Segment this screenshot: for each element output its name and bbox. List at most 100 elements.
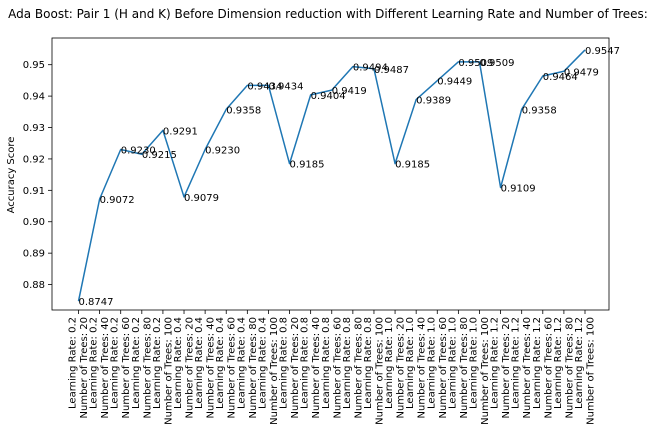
y-tick-label: 0.89	[23, 249, 45, 260]
x-tick-label-line: Number of Trees: 100	[163, 317, 174, 425]
x-tick-label-line: Learning Rate: 0.8	[321, 317, 332, 409]
y-tick-label: 0.95	[23, 60, 45, 71]
x-tick-label-line: Number of Trees: 80	[459, 317, 470, 418]
x-tick-label-line: Number of Trees: 60	[121, 317, 132, 418]
x-tick-label: Learning Rate: 0.2Number of Trees: 40	[89, 317, 112, 418]
x-tick-label: Learning Rate: 0.4Number of Trees: 20	[173, 317, 196, 418]
x-tick-label: Learning Rate: 0.4Number of Trees: 80	[236, 317, 258, 418]
x-tick-label: Learning Rate: 0.8Number of Trees: 20	[279, 317, 302, 418]
data-label: 0.9404	[311, 91, 346, 102]
x-tick-label-line: Number of Trees: 40	[522, 317, 533, 418]
data-label: 0.9547	[585, 46, 620, 57]
data-label: 0.9509	[479, 58, 514, 69]
x-tick-label-line: Learning Rate: 0.8	[279, 317, 290, 409]
x-tick-label-line: Learning Rate: 0.4	[173, 317, 184, 409]
data-label: 0.9230	[205, 146, 240, 157]
data-labels: 0.87470.90720.92300.92150.92910.90790.92…	[79, 46, 621, 308]
x-tick-label: Learning Rate: 0.8Number of Trees: 40	[300, 317, 323, 418]
y-tick-label: 0.92	[23, 154, 45, 165]
y-axis-tick-labels: 0.88 0.89 0.90 0.91 0.92 0.93 0.94 0.95	[23, 60, 45, 291]
x-tick-label-line: Number of Trees: 60	[438, 317, 449, 418]
x-tick-label-line: Learning Rate: 0.2	[110, 317, 121, 409]
x-tick-label: Learning Rate: 0.2Number of Trees: 20	[68, 317, 91, 418]
x-tick-label-line: Learning Rate: 1.0	[405, 317, 416, 409]
x-tick-label-line: Learning Rate: 1.0	[426, 317, 437, 409]
data-label: 0.9291	[163, 126, 198, 137]
x-tick-label-line: Number of Trees: 60	[543, 317, 554, 418]
x-tick-label-line: Number of Trees: 40	[100, 317, 111, 418]
x-tick-label: Learning Rate: 1.0Number of Trees: 20	[384, 317, 407, 418]
x-tick-label-line: Learning Rate: 1.0	[447, 317, 458, 409]
x-tick-label-line: Number of Trees: 80	[564, 317, 575, 418]
chart-title: Ada Boost: Pair 1 (H and K) Before Dimen…	[8, 7, 648, 21]
data-label: 0.9464	[543, 72, 578, 83]
data-label: 0.9419	[332, 86, 367, 97]
x-tick-label-line: Learning Rate: 1.2	[574, 317, 585, 409]
x-tick-label-line: Learning Rate: 0.2	[131, 317, 142, 409]
data-label: 0.9389	[416, 96, 451, 107]
x-tick-label-line: Learning Rate: 0.2	[89, 317, 100, 409]
x-tick-label-line: Learning Rate: 1.2	[511, 317, 522, 409]
x-tick-label: Learning Rate: 1.2Number of Trees: 80	[553, 317, 576, 418]
x-tick-label-line: Number of Trees: 100	[269, 317, 280, 425]
y-tick-label: 0.91	[23, 186, 45, 197]
data-label: 0.9494	[353, 63, 388, 74]
x-tick-label-line: Number of Trees: 80	[353, 317, 364, 418]
y-tick-label: 0.94	[23, 92, 45, 103]
data-label: 0.9185	[395, 160, 430, 171]
data-label: 0.9079	[184, 193, 219, 204]
x-tick-label: Learning Rate: 0.8Number of Trees: 80	[342, 317, 365, 418]
x-tick-label-line: Number of Trees: 40	[206, 317, 217, 418]
x-tick-label-line: Number of Trees: 60	[227, 317, 238, 418]
x-tick-label-line: Number of Trees: 20	[501, 317, 512, 418]
y-tick-label: 0.90	[23, 217, 45, 228]
x-tick-label-line: Learning Rate: 0.2	[68, 317, 79, 409]
x-tick-label: Learning Rate: 1.0Number of Trees: 40	[405, 317, 428, 418]
data-label: 0.9215	[142, 150, 177, 161]
data-label: 0.9358	[226, 105, 261, 116]
x-axis-tick-labels: Learning Rate: 0.2Number of Trees: 20Lea…	[68, 317, 597, 425]
data-label: 0.9434	[268, 81, 303, 92]
data-label: 0.9185	[290, 160, 325, 171]
data-label: 0.9449	[437, 77, 472, 88]
x-tick-label: Learning Rate: 1.0Number of Trees: 80	[447, 317, 470, 418]
x-tick-label: Learning Rate: 1.2Number of Trees: 60	[532, 317, 555, 418]
x-tick-label-line: Number of Trees: 20	[185, 317, 196, 418]
data-label: 0.8747	[79, 297, 114, 308]
x-tick-label: Learning Rate: 0.4Number of Trees: 100	[257, 317, 280, 425]
x-tick-label-line: Number of Trees: 40	[417, 317, 428, 418]
data-label: 0.9509	[458, 58, 493, 69]
data-label: 0.9358	[522, 105, 557, 116]
x-tick-label-line: Number of Trees: 100	[480, 317, 491, 425]
x-tick-label-line: Learning Rate: 0.4	[194, 317, 205, 409]
x-tick-label-line: Number of Trees: 40	[311, 317, 322, 418]
x-tick-label: Learning Rate: 0.8Number of Trees: 100	[363, 317, 386, 425]
x-tick-label-line: Number of Trees: 60	[332, 317, 343, 418]
x-tick-label-line: Number of Trees: 20	[290, 317, 301, 418]
x-tick-label-line: Learning Rate: 0.2	[152, 317, 163, 409]
x-tick-label: Learning Rate: 1.0Number of Trees: 100	[468, 317, 491, 425]
x-tick-label-line: Number of Trees: 20	[79, 317, 90, 418]
x-tick-label-line: Number of Trees: 100	[374, 317, 385, 425]
x-tick-label-line: Learning Rate: 0.4	[236, 317, 247, 409]
x-tick-label-line: Number of Trees: 80	[248, 317, 259, 418]
accuracy-series-line	[77, 49, 586, 302]
x-tick-label: Learning Rate: 0.8Number of Trees: 60	[321, 317, 344, 418]
x-tick-label: Learning Rate: 0.2Number of Trees: 80	[131, 317, 154, 418]
x-tick-label-line: Learning Rate: 1.0	[384, 317, 395, 409]
x-tick-label-line: Learning Rate: 1.2	[553, 317, 564, 409]
data-label: 0.9072	[100, 195, 135, 206]
x-tick-label-line: Learning Rate: 0.4	[215, 317, 226, 409]
x-tick-label: Learning Rate: 0.4Number of Trees: 60	[215, 317, 238, 418]
y-axis-ticks	[48, 64, 52, 285]
x-tick-label-line: Learning Rate: 0.8	[363, 317, 374, 409]
x-tick-label: Learning Rate: 1.0Number of Trees: 60	[426, 317, 449, 418]
x-tick-label-line: Learning Rate: 1.0	[468, 317, 479, 409]
y-axis-label: Accuracy Score	[6, 137, 17, 214]
plot-frame	[51, 37, 610, 311]
x-tick-label-line: Number of Trees: 80	[142, 317, 153, 418]
x-tick-label-line: Number of Trees: 20	[396, 317, 407, 418]
x-tick-label: Learning Rate: 1.2Number of Trees: 40	[511, 317, 534, 418]
data-label: 0.9487	[374, 65, 409, 76]
